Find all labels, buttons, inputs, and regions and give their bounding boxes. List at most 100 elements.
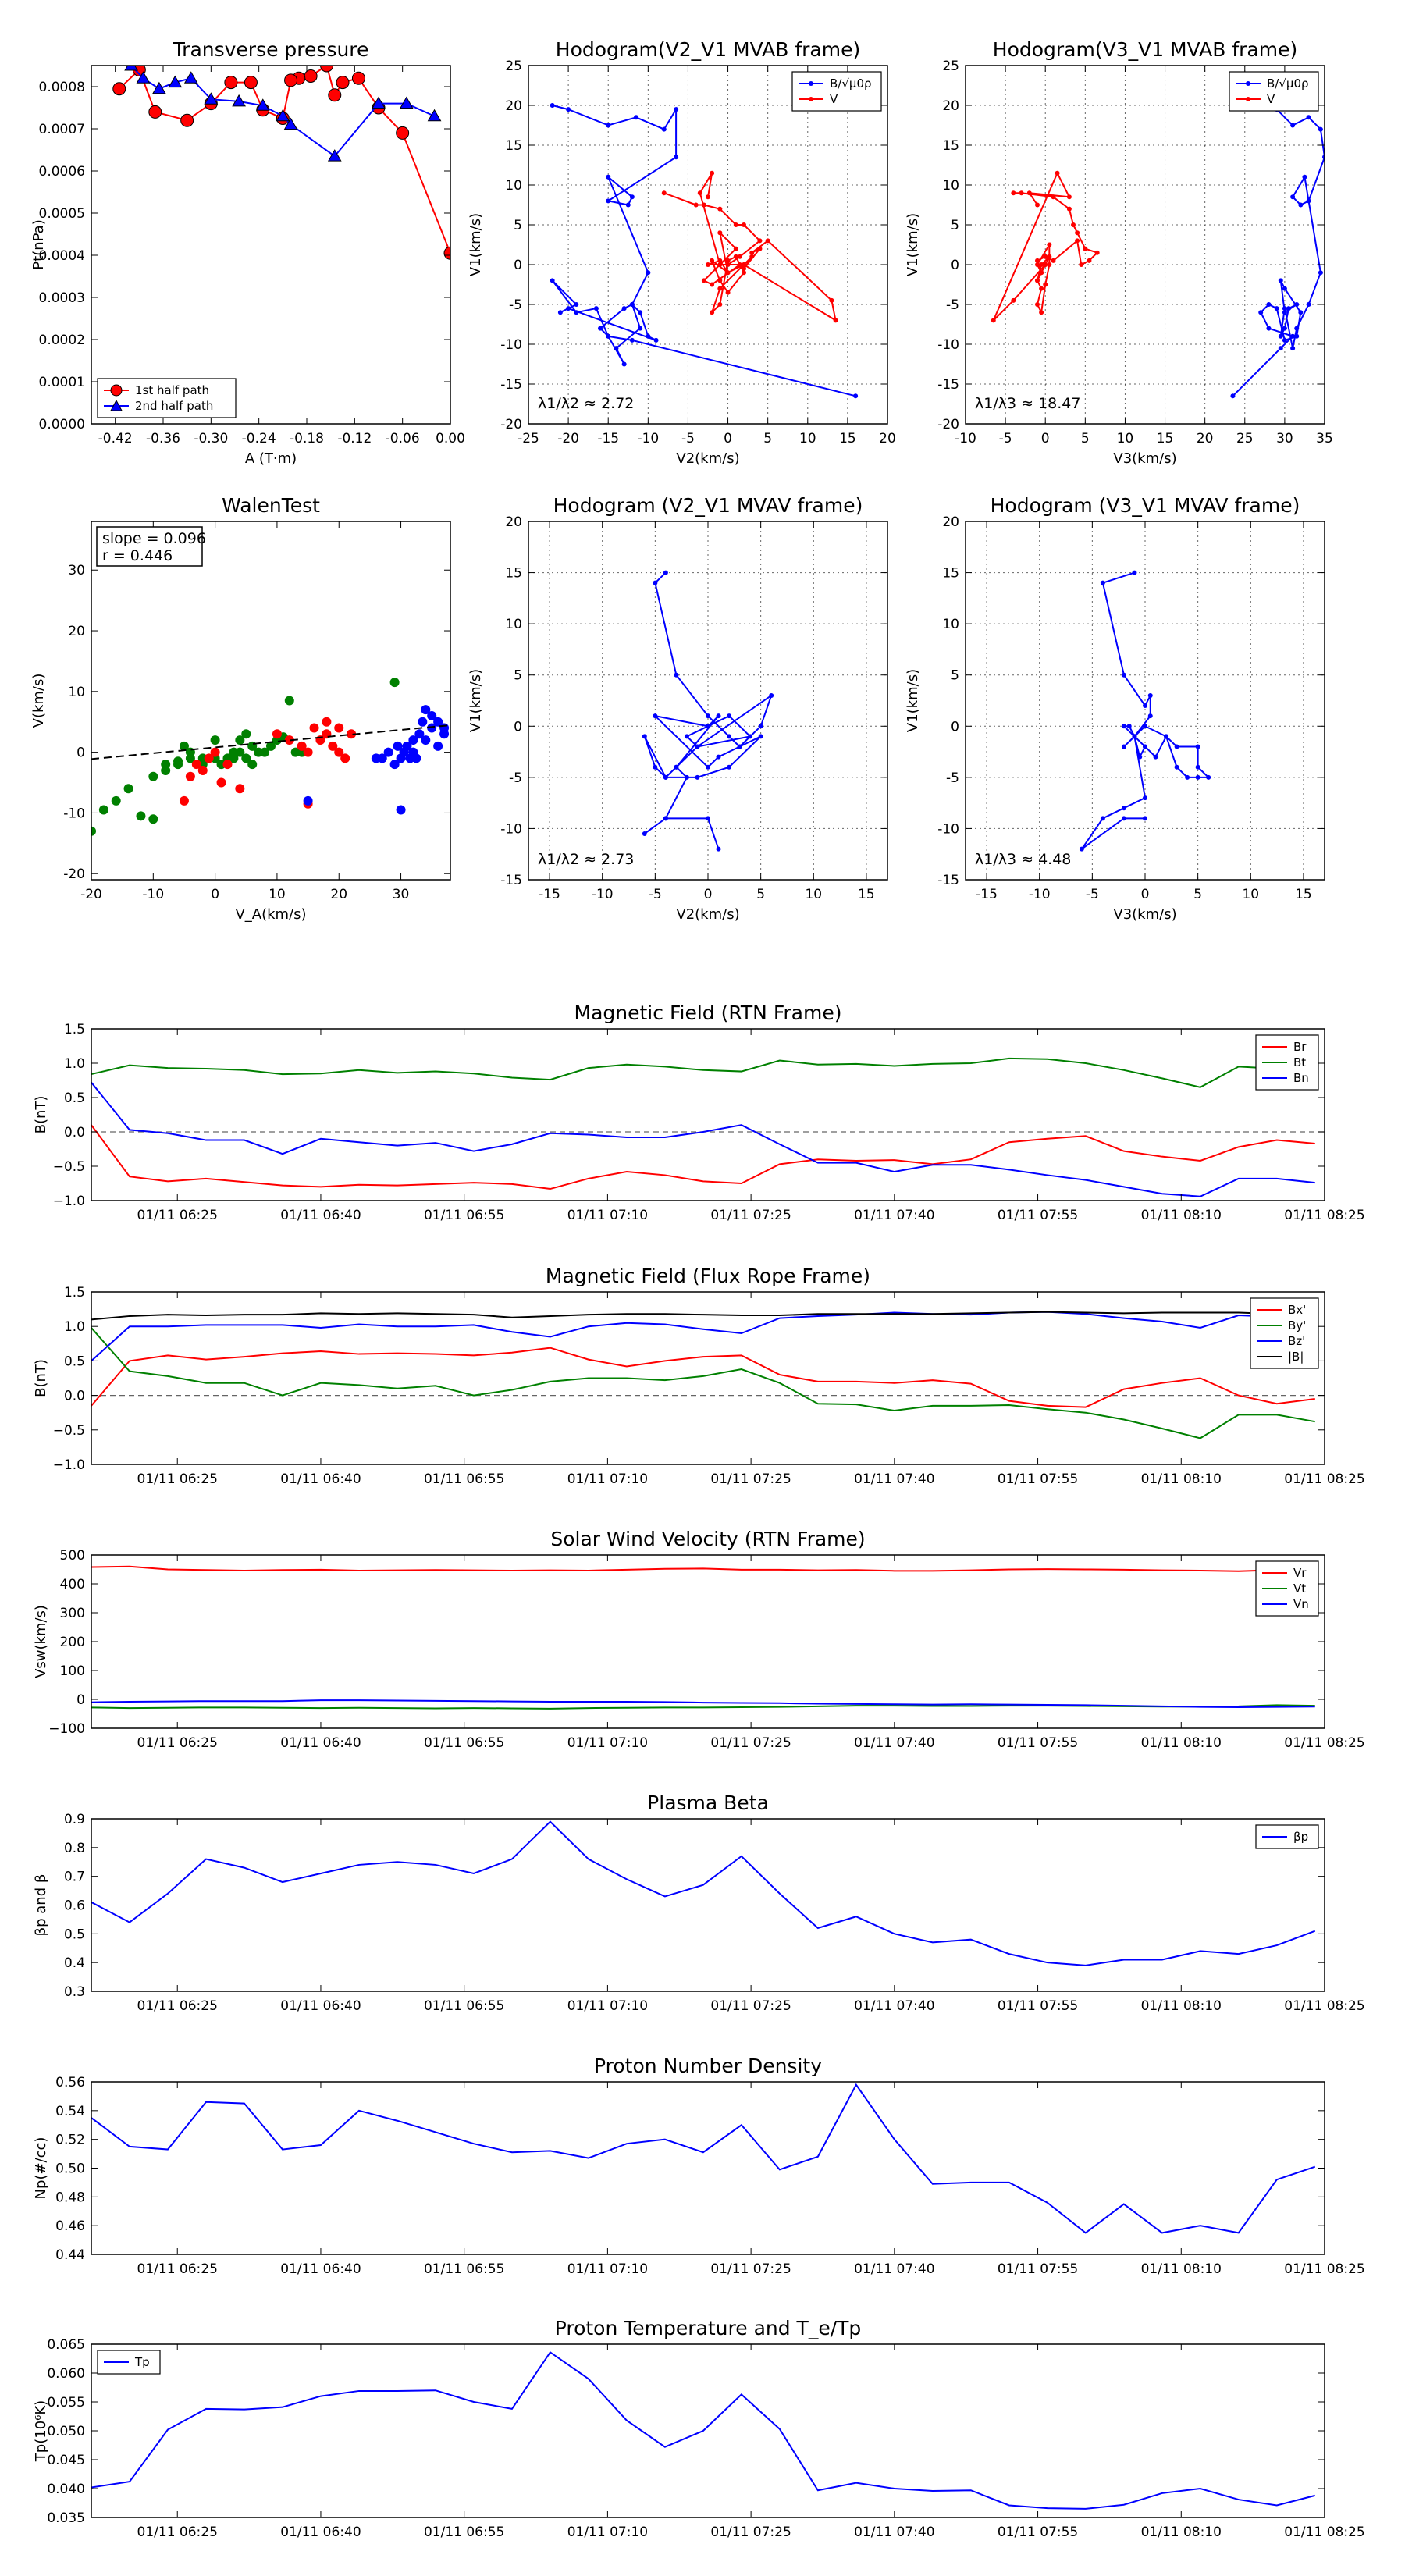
chart-panel-9: 01/11 06:25 01/11 06:40 01/11 06:55 01/11 0… bbox=[33, 1791, 1365, 2014]
x-tick-label: -0.30 bbox=[194, 431, 228, 447]
x-axis-label: V3(km/s) bbox=[1113, 450, 1176, 467]
series-line-1st-half-path bbox=[119, 66, 450, 254]
data-point-marker bbox=[396, 126, 410, 140]
data-point-marker bbox=[1087, 258, 1092, 263]
y-tick-label: -10 bbox=[500, 821, 522, 837]
data-point-marker bbox=[322, 717, 332, 727]
data-point-marker bbox=[710, 258, 715, 263]
data-point-marker bbox=[297, 741, 307, 751]
x-tick-label: 01/11 07:40 bbox=[854, 2261, 934, 2277]
x-tick-label: 0 bbox=[724, 431, 732, 447]
data-point-marker bbox=[1318, 270, 1323, 276]
chart-title: Proton Number Density bbox=[594, 2055, 822, 2077]
data-point-marker bbox=[1298, 202, 1304, 208]
data-point-marker bbox=[1290, 333, 1296, 339]
y-tick-label: 0.0 bbox=[64, 1389, 85, 1404]
x-tick-label: 10 bbox=[1242, 887, 1259, 902]
x-tick-label: 01/11 07:55 bbox=[998, 1998, 1078, 2014]
stats-box bbox=[96, 526, 203, 567]
x-tick-label: 0 bbox=[211, 887, 219, 902]
y-axis-label: Vsw(km/s) bbox=[33, 1605, 49, 1678]
data-point-marker bbox=[758, 724, 763, 729]
data-point-marker bbox=[1094, 250, 1100, 255]
y-axis-label: Tp(10⁶K) bbox=[33, 2400, 49, 2462]
data-point-marker bbox=[1302, 174, 1307, 180]
data-point-marker bbox=[757, 246, 763, 251]
y-tick-label: 25 bbox=[505, 59, 522, 74]
legend-marker bbox=[1246, 97, 1250, 101]
data-point-marker bbox=[1066, 194, 1072, 200]
data-point-marker bbox=[232, 94, 246, 107]
data-point-marker bbox=[235, 735, 245, 745]
data-point-marker bbox=[309, 723, 319, 733]
legend-marker bbox=[110, 399, 123, 411]
data-point-marker bbox=[427, 710, 437, 720]
x-tick-label: 01/11 07:55 bbox=[998, 2524, 1078, 2540]
x-tick-label: -15 bbox=[597, 431, 619, 447]
data-point-marker bbox=[717, 302, 723, 307]
data-point-marker bbox=[123, 784, 133, 794]
data-point-marker bbox=[255, 98, 270, 111]
data-point-marker bbox=[235, 784, 245, 794]
data-point-marker bbox=[1035, 278, 1040, 283]
y-axis-label: V1(km/s) bbox=[905, 213, 921, 276]
eigenvalue-ratio-label: λ1/λ3 ≈ 4.48 bbox=[975, 851, 1071, 868]
legend: Tp bbox=[97, 2350, 161, 2375]
y-tick-label: -5 bbox=[946, 297, 959, 313]
data-point-marker bbox=[1051, 194, 1056, 200]
data-point-marker bbox=[1143, 703, 1147, 709]
data-point-marker bbox=[418, 717, 428, 727]
data-point-marker bbox=[1195, 744, 1200, 749]
x-tick-label: 01/11 06:40 bbox=[280, 2524, 361, 2540]
data-point-marker bbox=[733, 222, 738, 227]
legend-label: V bbox=[830, 92, 838, 106]
x-tick-label: 01/11 06:40 bbox=[280, 1208, 361, 1223]
legend: βp bbox=[1255, 1824, 1319, 1849]
x-tick-label: 01/11 07:10 bbox=[567, 1208, 648, 1223]
series-line-bt bbox=[91, 1057, 1315, 1088]
x-tick-label: 30 bbox=[393, 887, 410, 902]
data-point-marker bbox=[661, 190, 667, 196]
x-axis-label: V_A(km/s) bbox=[235, 906, 306, 923]
data-point-marker bbox=[152, 81, 166, 94]
chart-title: Solar Wind Velocity (RTN Frame) bbox=[550, 1528, 865, 1550]
data-point-marker bbox=[1043, 262, 1048, 267]
series-line-by- bbox=[91, 1327, 1315, 1439]
eigenvalue-ratio-label: λ1/λ2 ≈ 2.72 bbox=[538, 395, 634, 412]
data-point-marker bbox=[168, 75, 183, 88]
y-tick-label: −1.0 bbox=[53, 1194, 85, 1209]
y-tick-label: 0.0005 bbox=[39, 206, 85, 222]
axes-frame bbox=[91, 521, 451, 881]
data-point-marker bbox=[173, 760, 183, 770]
x-tick-label: 01/11 08:25 bbox=[1284, 2261, 1364, 2277]
y-tick-label: 0.48 bbox=[55, 2190, 85, 2205]
x-tick-label: 15 bbox=[1157, 431, 1174, 447]
data-point-marker bbox=[1039, 270, 1044, 276]
data-point-marker bbox=[717, 286, 723, 291]
legend-box bbox=[1229, 71, 1319, 112]
data-point-marker bbox=[1083, 246, 1088, 251]
y-tick-label: -20 bbox=[937, 417, 959, 432]
data-point-marker bbox=[1011, 297, 1016, 303]
y-tick-label: -15 bbox=[937, 873, 959, 888]
x-tick-label: 5 bbox=[1081, 431, 1090, 447]
y-tick-label: 0.055 bbox=[47, 2395, 85, 2411]
data-point-marker bbox=[566, 107, 571, 112]
x-tick-label: -0.12 bbox=[337, 431, 372, 447]
data-point-marker bbox=[725, 290, 731, 295]
x-tick-label: 10 bbox=[1117, 431, 1134, 447]
legend-label: Bx' bbox=[1288, 1303, 1306, 1317]
x-tick-label: 01/11 06:25 bbox=[137, 1998, 218, 2014]
axes-frame bbox=[965, 65, 1325, 425]
plot-area bbox=[91, 678, 450, 836]
plot-area bbox=[91, 2350, 1316, 2510]
chart-title: Hodogram (V3_V1 MVAV frame) bbox=[991, 494, 1300, 517]
data-point-marker bbox=[765, 238, 770, 244]
chart-panel-7: 01/11 06:25 01/11 06:40 01/11 06:55 01/11 0… bbox=[33, 1265, 1365, 1487]
x-tick-label: 01/11 06:40 bbox=[280, 1471, 361, 1487]
y-axis-label: V1(km/s) bbox=[468, 669, 484, 732]
data-point-marker bbox=[1294, 333, 1300, 339]
data-point-marker bbox=[244, 76, 258, 90]
